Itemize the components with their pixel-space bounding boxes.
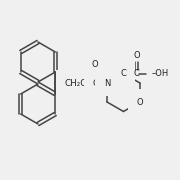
Text: C: C xyxy=(134,69,139,78)
Text: C: C xyxy=(121,69,126,78)
Text: C: C xyxy=(92,78,98,87)
Text: O: O xyxy=(133,51,140,60)
Text: O: O xyxy=(92,60,98,69)
Text: O: O xyxy=(137,98,143,107)
Text: N: N xyxy=(104,78,110,87)
Text: CH₂O: CH₂O xyxy=(64,78,87,87)
Text: N: N xyxy=(104,78,110,87)
Text: –OH: –OH xyxy=(151,69,169,78)
